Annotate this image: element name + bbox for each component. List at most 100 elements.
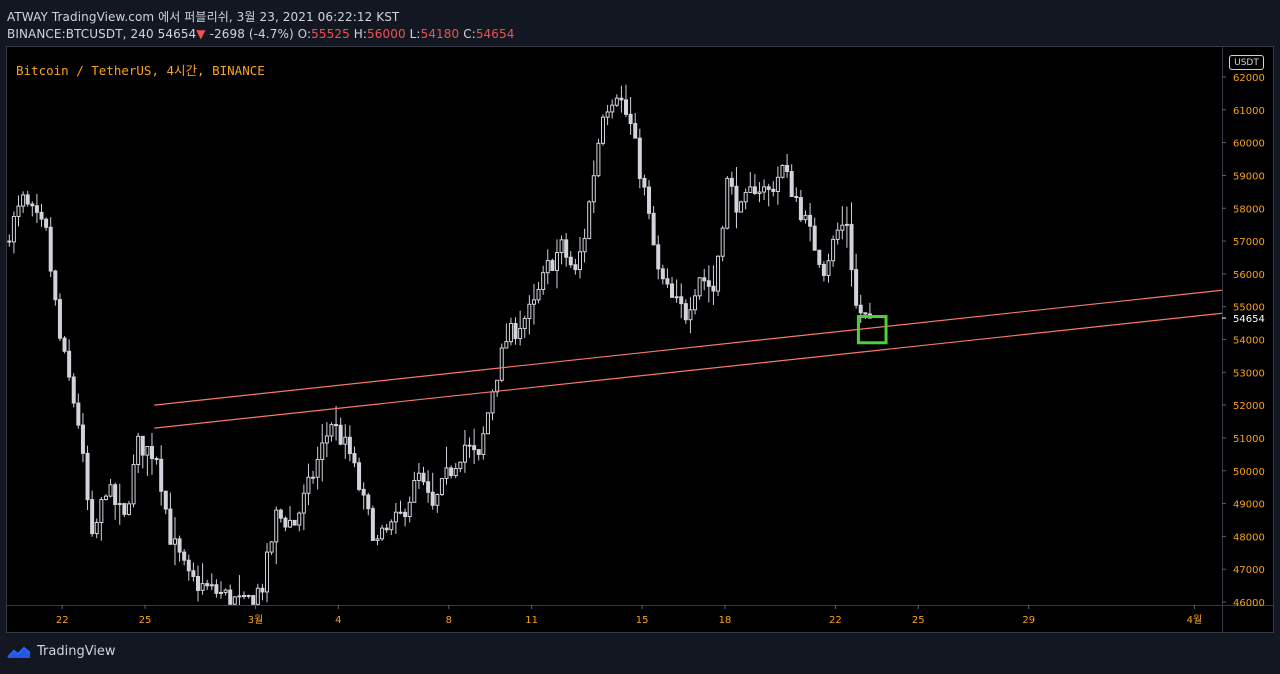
candle[interactable] bbox=[693, 289, 698, 315]
candle[interactable] bbox=[122, 503, 127, 517]
candle[interactable] bbox=[343, 424, 348, 459]
candle[interactable] bbox=[817, 249, 822, 268]
candle[interactable] bbox=[44, 217, 49, 231]
candle[interactable] bbox=[545, 249, 550, 285]
candle[interactable] bbox=[716, 255, 721, 297]
candle[interactable] bbox=[596, 138, 601, 178]
candle[interactable] bbox=[361, 482, 366, 510]
candle[interactable] bbox=[435, 493, 440, 513]
candle[interactable] bbox=[702, 268, 707, 291]
candle[interactable] bbox=[159, 445, 164, 506]
candle[interactable] bbox=[490, 389, 495, 421]
candle[interactable] bbox=[453, 463, 458, 479]
candle[interactable] bbox=[564, 233, 569, 267]
candle[interactable] bbox=[771, 181, 776, 197]
candle[interactable] bbox=[380, 524, 385, 542]
candle[interactable] bbox=[57, 293, 62, 342]
candle[interactable] bbox=[297, 511, 302, 532]
candle[interactable] bbox=[357, 457, 362, 492]
trendline[interactable] bbox=[154, 312, 1222, 429]
candle[interactable] bbox=[711, 265, 716, 305]
candle[interactable] bbox=[288, 506, 293, 529]
candle[interactable] bbox=[149, 432, 154, 475]
candle[interactable] bbox=[108, 478, 113, 498]
candle[interactable] bbox=[172, 517, 177, 566]
candle[interactable] bbox=[48, 217, 53, 278]
candle[interactable] bbox=[347, 425, 352, 462]
candle[interactable] bbox=[177, 535, 182, 562]
candle[interactable] bbox=[536, 281, 541, 304]
candle[interactable] bbox=[840, 206, 845, 240]
candle[interactable] bbox=[821, 261, 826, 282]
candle[interactable] bbox=[647, 180, 652, 220]
candle[interactable] bbox=[11, 211, 16, 254]
candle[interactable] bbox=[725, 175, 730, 230]
candle[interactable] bbox=[752, 174, 757, 196]
candle[interactable] bbox=[798, 189, 803, 222]
candle[interactable] bbox=[748, 171, 753, 193]
candle[interactable] bbox=[398, 500, 403, 515]
candle[interactable] bbox=[76, 393, 81, 429]
candle[interactable] bbox=[633, 112, 638, 139]
candle[interactable] bbox=[835, 222, 840, 245]
candle[interactable] bbox=[610, 99, 615, 119]
candle[interactable] bbox=[527, 295, 532, 335]
candle[interactable] bbox=[485, 412, 490, 435]
candle[interactable] bbox=[352, 446, 357, 468]
candle[interactable] bbox=[39, 203, 44, 227]
candle[interactable] bbox=[522, 315, 527, 338]
candle[interactable] bbox=[785, 153, 790, 178]
candle[interactable] bbox=[637, 128, 642, 189]
candle[interactable] bbox=[858, 294, 863, 323]
candle[interactable] bbox=[619, 85, 624, 113]
candle[interactable] bbox=[25, 190, 30, 207]
candle[interactable] bbox=[729, 171, 734, 195]
candle[interactable] bbox=[195, 565, 200, 602]
candle[interactable] bbox=[136, 432, 141, 474]
candle[interactable] bbox=[605, 104, 610, 126]
candle[interactable] bbox=[794, 187, 799, 202]
candle[interactable] bbox=[237, 575, 242, 613]
candle[interactable] bbox=[283, 516, 288, 532]
candle[interactable] bbox=[481, 426, 486, 460]
candle[interactable] bbox=[85, 445, 90, 510]
candle[interactable] bbox=[495, 379, 500, 397]
candle[interactable] bbox=[214, 579, 219, 598]
candle[interactable] bbox=[458, 461, 463, 473]
candle[interactable] bbox=[200, 563, 205, 595]
candle[interactable] bbox=[812, 217, 817, 251]
candle[interactable] bbox=[269, 541, 274, 556]
candle[interactable] bbox=[209, 573, 214, 591]
candle[interactable] bbox=[232, 595, 237, 615]
candle[interactable] bbox=[278, 508, 283, 523]
candle[interactable] bbox=[163, 490, 168, 515]
candle[interactable] bbox=[260, 583, 265, 601]
candle[interactable] bbox=[844, 206, 849, 248]
candle[interactable] bbox=[315, 446, 320, 490]
candle[interactable] bbox=[508, 317, 513, 346]
highlight-box[interactable] bbox=[856, 315, 888, 345]
candle[interactable] bbox=[762, 179, 767, 200]
candle[interactable] bbox=[854, 253, 859, 309]
candle[interactable] bbox=[186, 554, 191, 581]
candle[interactable] bbox=[614, 94, 619, 108]
candle[interactable] bbox=[587, 200, 592, 240]
candle[interactable] bbox=[265, 543, 270, 603]
candle[interactable] bbox=[430, 472, 435, 510]
candle[interactable] bbox=[577, 236, 582, 279]
candle[interactable] bbox=[99, 496, 104, 541]
candle[interactable] bbox=[472, 428, 477, 465]
candle[interactable] bbox=[766, 183, 771, 207]
candle[interactable] bbox=[329, 422, 334, 442]
candle[interactable] bbox=[720, 225, 725, 262]
candle[interactable] bbox=[223, 588, 228, 596]
candle[interactable] bbox=[688, 297, 693, 334]
candle[interactable] bbox=[518, 310, 523, 346]
candle[interactable] bbox=[600, 114, 605, 146]
candle[interactable] bbox=[338, 417, 343, 446]
candle[interactable] bbox=[140, 435, 145, 469]
candle[interactable] bbox=[366, 492, 371, 516]
plot-area[interactable] bbox=[7, 84, 1222, 615]
candle[interactable] bbox=[476, 449, 481, 461]
candle[interactable] bbox=[274, 506, 279, 565]
